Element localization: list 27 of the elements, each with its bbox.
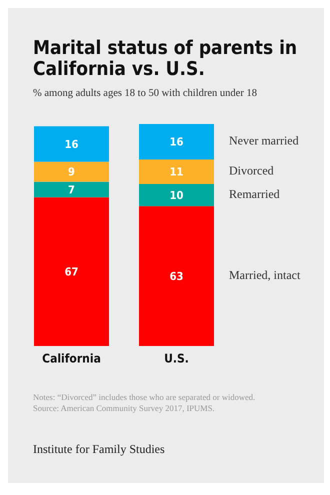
text: Notes: “Divorced” includes those who are separated or widowed.	[33, 392, 256, 403]
bar	[139, 124, 214, 160]
bar	[139, 206, 214, 346]
data-label: 11	[170, 166, 184, 179]
data-label: 9	[68, 166, 76, 179]
x-tick-label: U.S.	[164, 352, 189, 366]
bar	[34, 126, 109, 162]
text: Institute for Family Studies	[33, 442, 165, 457]
bar	[139, 184, 214, 206]
bar	[34, 197, 109, 346]
series-label: Divorced	[229, 163, 274, 178]
data-label: 16	[64, 138, 78, 151]
data-label: 16	[170, 136, 184, 149]
data-label: 7	[68, 183, 76, 196]
series-label: Never married	[229, 134, 299, 148]
data-label: 10	[170, 188, 184, 202]
bar	[34, 162, 109, 182]
data-label: 67	[64, 266, 78, 279]
series-label: Remarried	[229, 186, 280, 201]
source-note: Source: American Community Survey 2017, IPUMS.	[33, 403, 216, 414]
x-tick-label: California	[42, 352, 101, 366]
data-label: 63	[170, 270, 184, 283]
chart-subtitle: % among adults ages 18 to 50 with children under 18	[33, 88, 257, 99]
bar	[139, 160, 214, 184]
series-label: Married, intact	[229, 268, 301, 282]
bar	[34, 182, 109, 198]
chart-title: Marital status of parents in California vs. U.S.	[33, 37, 298, 80]
